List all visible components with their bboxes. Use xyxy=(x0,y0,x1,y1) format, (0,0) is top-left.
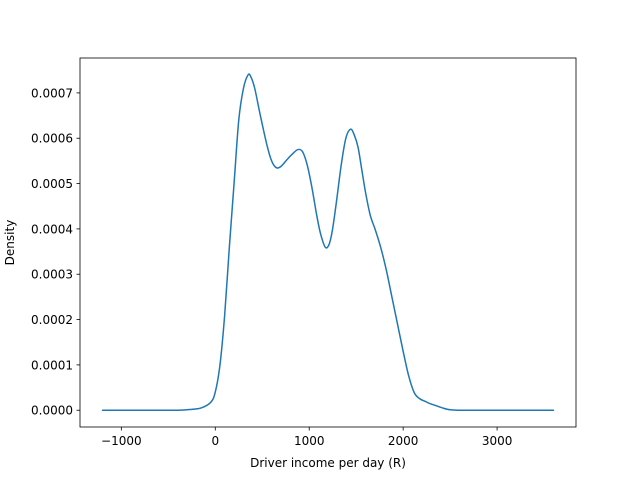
y-tick-label: 0.0002 xyxy=(31,313,73,327)
y-tick-label: 0.0003 xyxy=(31,268,73,282)
y-tick-label: 0.0004 xyxy=(31,222,73,236)
x-tick-label: −1000 xyxy=(101,434,142,448)
x-tick-label: 2000 xyxy=(388,434,419,448)
x-tick-label: 3000 xyxy=(482,434,513,448)
x-axis-label: Driver income per day (R) xyxy=(250,456,406,470)
y-tick-label: 0.0007 xyxy=(31,86,73,100)
plot-frame xyxy=(79,57,577,428)
x-tick-label: 0 xyxy=(211,434,219,448)
x-tick-label: 1000 xyxy=(294,434,325,448)
y-tick-label: 0.0005 xyxy=(31,177,73,191)
y-tick-label: 0.0001 xyxy=(31,358,73,372)
y-tick-label: 0.0006 xyxy=(31,132,73,146)
plot-area xyxy=(80,58,576,427)
y-axis-label: Density xyxy=(3,220,17,266)
density-curve xyxy=(101,73,555,412)
ticks-layer: −1000 0 1000 2000 3000 0.0000 0.0001 0.0002 0.00… xyxy=(31,86,512,448)
y-tick-label: 0.0000 xyxy=(31,404,73,418)
